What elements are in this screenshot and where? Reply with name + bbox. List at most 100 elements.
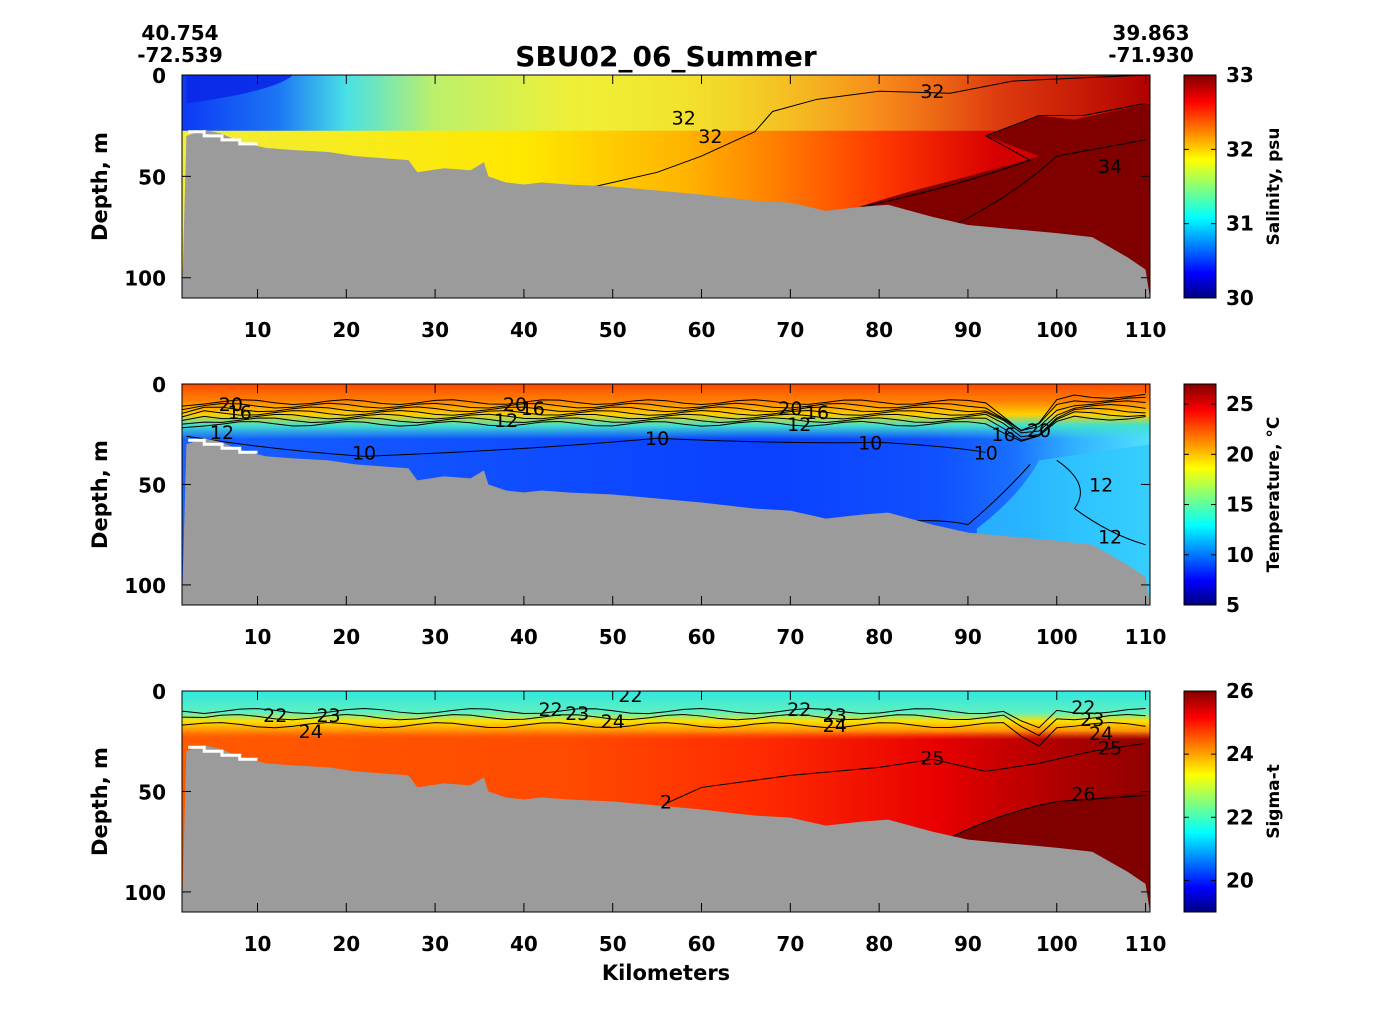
x-tick-label: 80 [865, 318, 893, 342]
salinity-colorbar [1183, 74, 1217, 299]
contour-34 [949, 139, 1146, 228]
thermocline-contour [182, 400, 1146, 431]
x-tick-label: 110 [1125, 932, 1167, 956]
y-tick-label: 100 [124, 267, 166, 291]
contour-label: 23 [565, 703, 589, 725]
contour-label: 10 [352, 442, 376, 464]
x-tick-label: 90 [954, 625, 982, 649]
x-tick-label: 100 [1036, 625, 1078, 649]
contour-label: 25 [1098, 737, 1122, 759]
y-tick-label: 100 [124, 881, 166, 905]
x-tick-label: 50 [599, 625, 627, 649]
contour-label: 16 [228, 402, 252, 424]
contour-label: 20 [503, 394, 527, 416]
x-tick-label: 80 [865, 625, 893, 649]
contour-label: 23 [1080, 709, 1104, 731]
thermocline-contour [182, 415, 1146, 442]
contour-label: 26 [1071, 783, 1095, 805]
y-tick-label: 100 [124, 574, 166, 598]
temperature-axes-frame [181, 383, 1151, 606]
colorbar-tick-label: 20 [1226, 868, 1254, 892]
y-axis-label: Depth, m [88, 440, 112, 549]
contour-label: 16 [991, 424, 1015, 446]
colorbar-tick-label: 24 [1226, 742, 1254, 766]
y-axis-label: Depth, m [88, 747, 112, 856]
pycnocline-contour [182, 722, 1146, 747]
x-tick-label: 70 [776, 318, 804, 342]
x-tick-label: 50 [599, 318, 627, 342]
contour-label: 24 [601, 711, 625, 733]
x-tick-label: 100 [1036, 318, 1078, 342]
contour-label: 12 [1098, 527, 1122, 549]
x-tick-label: 10 [244, 625, 272, 649]
x-tick-label: 30 [421, 932, 449, 956]
y-tick-label: 50 [138, 165, 166, 189]
data-gap-edge [188, 745, 258, 761]
contour-label: 32 [920, 81, 944, 103]
contour-label: 20 [1027, 420, 1051, 442]
thermocline-contour [182, 396, 1146, 431]
sigma-t-contours [182, 707, 1146, 853]
x-tick-label: 30 [421, 318, 449, 342]
contour-label: 12 [494, 410, 518, 432]
pycnocline-contour [182, 714, 1146, 737]
sigma-t-axes-frame [181, 690, 1151, 913]
x-tick-label: 60 [688, 318, 716, 342]
contour-label: 24 [299, 721, 323, 743]
x-tick-label: 110 [1125, 318, 1167, 342]
colorbar-tick-label: 20 [1226, 442, 1254, 466]
x-tick-label: 60 [688, 625, 716, 649]
contour-label: 24 [1089, 723, 1113, 745]
thermocline-contour [182, 403, 1146, 434]
y-tick-label: 50 [138, 473, 166, 497]
chart-title: SBU02_06_Summer [515, 40, 817, 73]
contour-label: 23 [823, 705, 847, 727]
colorbar-tick-label: 25 [1226, 392, 1254, 416]
bathymetry [182, 129, 1150, 298]
data-gap-edge [188, 130, 258, 146]
temperature-contours [182, 393, 1146, 546]
contour-10 [186, 435, 986, 457]
colorbar-tick-label: 31 [1226, 212, 1254, 236]
sigma-t-colorbar [1183, 690, 1217, 913]
x-tick-label: 40 [510, 625, 538, 649]
end-lon: -71.930 [1108, 43, 1193, 67]
x-tick-label: 90 [954, 932, 982, 956]
temperature-colorbar [1183, 383, 1217, 606]
x-tick-label: 70 [776, 932, 804, 956]
bathymetry [182, 745, 1150, 912]
contour-label: 12 [787, 414, 811, 436]
start-lon: -72.539 [137, 43, 222, 67]
contour-32 [594, 75, 1146, 187]
contour-label: 22 [618, 685, 642, 707]
y-tick-label: 0 [152, 373, 166, 397]
x-tick-label: 40 [510, 318, 538, 342]
x-tick-label: 20 [332, 318, 360, 342]
fresh-surface-patch [186, 75, 294, 104]
contour-label: 22 [538, 699, 562, 721]
contour-label: 24 [823, 715, 847, 737]
thermocline-contour [182, 393, 1146, 432]
contour-label: 22 [1071, 697, 1095, 719]
x-tick-label: 110 [1125, 625, 1167, 649]
contour-label: 32 [672, 108, 696, 130]
salinity-axes-frame [181, 74, 1151, 299]
x-tick-label: 80 [865, 932, 893, 956]
contour-label: 32 [698, 126, 722, 148]
bathymetry [182, 438, 1150, 605]
pycnocline-contour [182, 707, 1146, 729]
y-tick-label: 0 [152, 680, 166, 704]
colorbar-label: Sigma-t [1264, 764, 1284, 839]
colorbar-tick-label: 15 [1226, 493, 1254, 517]
contour-label: 25 [920, 747, 944, 769]
contour-label: 20 [219, 394, 243, 416]
colorbar-tick-label: 30 [1226, 286, 1254, 310]
x-tick-label: 20 [332, 625, 360, 649]
contour-label: 10 [974, 442, 998, 464]
y-tick-label: 0 [152, 64, 166, 88]
x-tick-label: 100 [1036, 932, 1078, 956]
contour-label: 2 [660, 792, 672, 814]
x-tick-label: 20 [332, 932, 360, 956]
